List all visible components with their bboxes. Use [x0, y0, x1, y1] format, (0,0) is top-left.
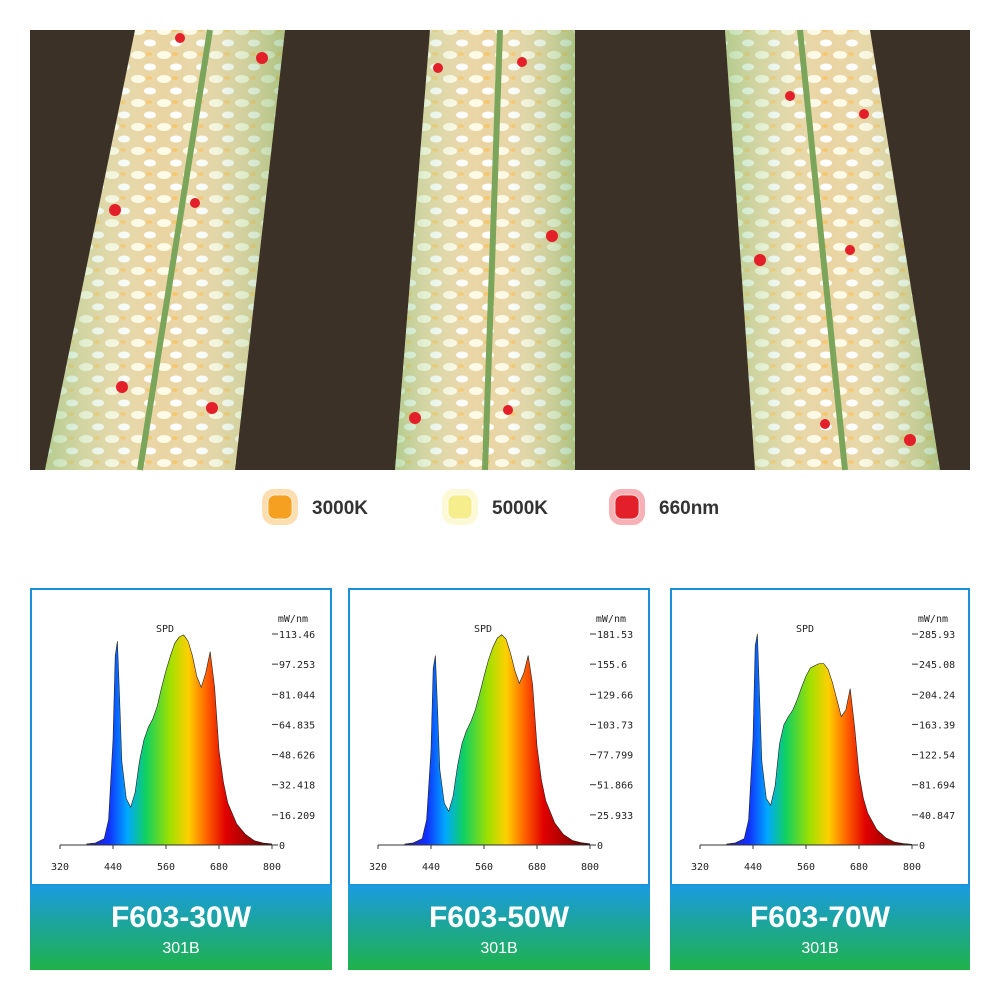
chart-title: SPD	[796, 624, 814, 635]
x-tick-label: 680	[850, 862, 868, 873]
y-tick-label: 181.53	[597, 630, 633, 641]
y-tick-label: 77.799	[597, 751, 633, 762]
spectrum-fill	[726, 633, 912, 845]
y-tick-label: 64.835	[279, 720, 315, 731]
x-tick-label: 560	[157, 862, 175, 873]
y-tick-label: 81.044	[279, 690, 315, 701]
product-band	[348, 885, 650, 970]
chart-title: SPD	[156, 624, 174, 635]
x-tick-label: 440	[422, 862, 440, 873]
y-tick-label: 163.39	[919, 720, 955, 731]
product-name: F603-30W	[111, 901, 252, 934]
x-tick-label: 800	[903, 862, 921, 873]
x-tick-label: 320	[691, 862, 709, 873]
x-tick-label: 800	[581, 862, 599, 873]
charts: 320 440 560 680 800 0 16.209 32.418 48.626 64.835…	[30, 588, 970, 970]
y-tick-label: 0	[279, 841, 285, 852]
y-tick-label: 113.46	[279, 630, 315, 641]
x-tick-label: 320	[369, 862, 387, 873]
y-tick-label: 103.73	[597, 720, 633, 731]
x-tick-label: 560	[475, 862, 493, 873]
y-tick-label: 48.626	[279, 751, 315, 762]
x-tick-label: 560	[797, 862, 815, 873]
x-tick-label: 800	[263, 862, 281, 873]
legend: 3000K 5000K 660nm	[262, 489, 719, 525]
y-tick-label: 204.24	[919, 690, 955, 701]
y-tick-label: 81.694	[919, 781, 955, 792]
y-tick-label: 245.08	[919, 660, 955, 671]
x-tick-label: 680	[210, 862, 228, 873]
y-axis-label: mW/nm	[918, 614, 948, 625]
x-tick-label: 440	[744, 862, 762, 873]
product-photo	[30, 29, 970, 471]
product-band	[30, 885, 332, 970]
y-tick-label: 40.847	[919, 811, 955, 822]
spectrum-line	[404, 634, 591, 845]
legend-icon	[267, 494, 293, 520]
product-led: 301B	[480, 940, 517, 957]
y-tick-label: 97.253	[279, 660, 315, 671]
legend-icon	[447, 494, 473, 520]
spectrum-fill	[404, 634, 590, 845]
product-name: F603-50W	[429, 901, 570, 934]
y-tick-label: 25.933	[597, 811, 633, 822]
y-tick-label: 122.54	[919, 751, 955, 762]
legend-label: 3000K	[312, 498, 368, 519]
product-led: 301B	[162, 940, 199, 957]
x-tick-label: 440	[104, 862, 122, 873]
x-tick-label: 320	[51, 862, 69, 873]
y-tick-label: 0	[597, 841, 603, 852]
y-tick-label: 285.93	[919, 630, 955, 641]
y-tick-label: 129.66	[597, 690, 633, 701]
spectrum-fill	[86, 634, 272, 845]
chart-title: SPD	[474, 624, 492, 635]
legend-label: 660nm	[659, 498, 719, 519]
y-tick-label: 155.6	[597, 660, 627, 671]
spectrum-line	[726, 633, 913, 845]
product-name: F603-70W	[750, 901, 891, 934]
legend-label: 5000K	[492, 498, 548, 519]
product-band	[670, 885, 970, 970]
x-tick-label: 680	[528, 862, 546, 873]
legend-icon	[614, 494, 640, 520]
y-tick-label: 16.209	[279, 811, 315, 822]
y-axis-label: mW/nm	[596, 614, 626, 625]
y-tick-label: 32.418	[279, 781, 315, 792]
spectrum-line	[86, 634, 273, 845]
y-tick-label: 0	[919, 841, 925, 852]
y-axis-label: mW/nm	[278, 614, 308, 625]
y-tick-label: 51.866	[597, 781, 633, 792]
product-led: 301B	[801, 940, 838, 957]
